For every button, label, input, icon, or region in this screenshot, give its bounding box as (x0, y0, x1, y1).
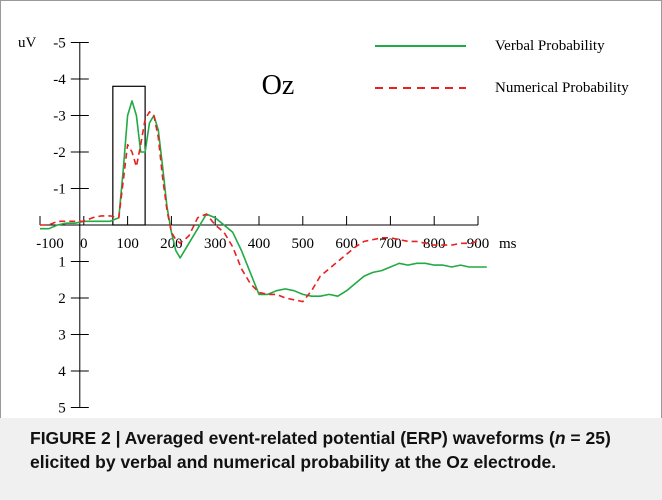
caption-text: FIGURE 2 | Averaged event-related potent… (30, 426, 645, 474)
caption-suffix: = 25) elicited by verbal and numerical p… (30, 428, 616, 472)
caption-prefix: FIGURE 2 | Averaged event-related potent… (30, 428, 555, 448)
x-tick-label: 900 (467, 236, 490, 252)
ticks: -100 0 100 200 300 400 500 600 700 800 900 -5 -4 -3 -2… (36, 36, 489, 417)
y-tick-label: 5 (58, 401, 66, 417)
caption-n-symbol: n (554, 428, 566, 448)
highlight-window (112, 85, 146, 226)
x-tick-label: 800 (423, 236, 446, 252)
x-tick-label: 700 (379, 236, 402, 252)
y-tick-label: -5 (53, 36, 66, 52)
x-tick-label: 600 (335, 236, 358, 252)
chart-title: Oz (262, 70, 295, 101)
x-tick-label: 500 (292, 236, 315, 252)
series-line-numerical (40, 111, 479, 303)
figure-caption: FIGURE 2 | Averaged event-related potent… (0, 418, 662, 500)
y-tick-label: 4 (58, 364, 66, 380)
x-tick-label: 300 (204, 236, 227, 252)
x-tick-label: 400 (248, 236, 271, 252)
x-tick-label: 200 (160, 236, 183, 252)
legend-label-verbal: Verbal Probability (495, 38, 605, 54)
y-tick-label: -2 (53, 145, 66, 161)
x-tick-label: -100 (36, 236, 64, 252)
series-layer (40, 85, 487, 303)
legend: Verbal Probability Numerical Probability (375, 38, 629, 96)
y-tick-label: -3 (53, 109, 66, 125)
x-tick-label: 0 (80, 236, 88, 252)
y-tick-label: 3 (58, 328, 66, 344)
erp-chart: -100 0 100 200 300 400 500 600 700 800 900 -5 -4 -3 -2… (18, 35, 629, 417)
x-tick-label: 100 (116, 236, 139, 252)
y-axis-label: uV (18, 35, 37, 51)
series-line-verbal (40, 100, 487, 298)
x-axis-label: ms (499, 236, 517, 252)
y-tick-label: -1 (53, 182, 66, 198)
y-tick-label: 2 (58, 291, 66, 307)
y-tick-label: 1 (58, 255, 66, 271)
legend-label-numerical: Numerical Probability (495, 80, 629, 96)
y-tick-label: -4 (53, 72, 66, 88)
